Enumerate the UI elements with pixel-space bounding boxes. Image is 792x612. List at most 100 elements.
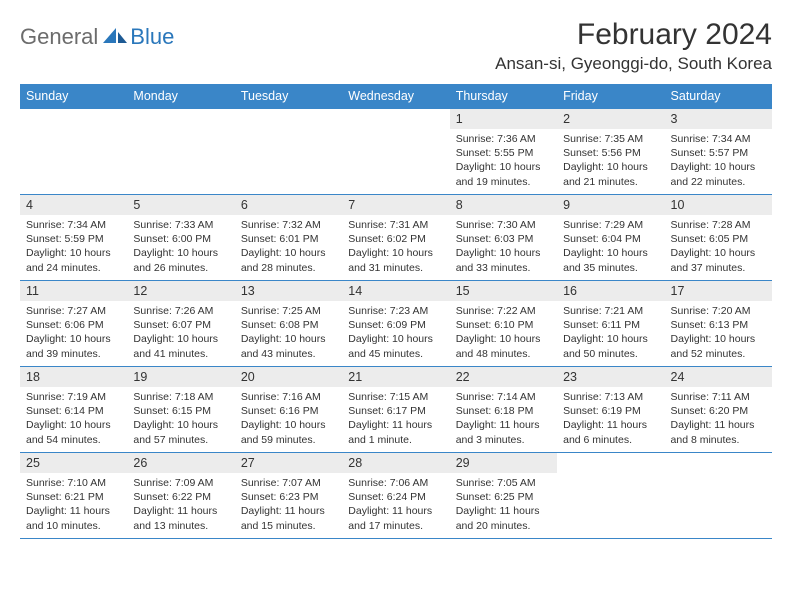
calendar-day-cell bbox=[127, 109, 234, 195]
day-number: 26 bbox=[127, 453, 234, 473]
day-detail-line: Sunset: 6:05 PM bbox=[671, 232, 766, 246]
day-detail-line: Sunset: 5:55 PM bbox=[456, 146, 551, 160]
day-detail-line: Sunrise: 7:10 AM bbox=[26, 476, 121, 490]
day-details bbox=[557, 473, 664, 480]
day-number bbox=[235, 109, 342, 129]
logo-text-general: General bbox=[20, 24, 98, 50]
day-number: 8 bbox=[450, 195, 557, 215]
day-detail-line: Sunrise: 7:19 AM bbox=[26, 390, 121, 404]
day-number bbox=[127, 109, 234, 129]
weekday-header: Monday bbox=[127, 84, 234, 109]
day-detail-line: Sunrise: 7:28 AM bbox=[671, 218, 766, 232]
day-detail-line: Sunrise: 7:21 AM bbox=[563, 304, 658, 318]
location-text: Ansan-si, Gyeonggi-do, South Korea bbox=[495, 54, 772, 74]
day-number: 17 bbox=[665, 281, 772, 301]
calendar-day-cell bbox=[557, 453, 664, 539]
day-detail-line: Sunset: 6:09 PM bbox=[348, 318, 443, 332]
day-detail-line: Sunset: 6:02 PM bbox=[348, 232, 443, 246]
day-detail-line: Daylight: 10 hours and 22 minutes. bbox=[671, 160, 766, 188]
day-number: 18 bbox=[20, 367, 127, 387]
day-details: Sunrise: 7:16 AMSunset: 6:16 PMDaylight:… bbox=[235, 387, 342, 451]
day-number: 21 bbox=[342, 367, 449, 387]
calendar-day-cell: 7Sunrise: 7:31 AMSunset: 6:02 PMDaylight… bbox=[342, 195, 449, 281]
calendar-day-cell: 6Sunrise: 7:32 AMSunset: 6:01 PMDaylight… bbox=[235, 195, 342, 281]
day-number: 19 bbox=[127, 367, 234, 387]
weekday-header: Tuesday bbox=[235, 84, 342, 109]
day-detail-line: Sunset: 6:14 PM bbox=[26, 404, 121, 418]
day-detail-line: Daylight: 10 hours and 41 minutes. bbox=[133, 332, 228, 360]
day-details bbox=[20, 129, 127, 136]
day-number: 16 bbox=[557, 281, 664, 301]
day-number: 11 bbox=[20, 281, 127, 301]
calendar-day-cell: 4Sunrise: 7:34 AMSunset: 5:59 PMDaylight… bbox=[20, 195, 127, 281]
day-details bbox=[665, 473, 772, 480]
day-detail-line: Daylight: 10 hours and 35 minutes. bbox=[563, 246, 658, 274]
day-detail-line: Sunset: 6:21 PM bbox=[26, 490, 121, 504]
day-detail-line: Daylight: 10 hours and 33 minutes. bbox=[456, 246, 551, 274]
day-detail-line: Daylight: 11 hours and 6 minutes. bbox=[563, 418, 658, 446]
calendar-day-cell: 8Sunrise: 7:30 AMSunset: 6:03 PMDaylight… bbox=[450, 195, 557, 281]
calendar-day-cell: 21Sunrise: 7:15 AMSunset: 6:17 PMDayligh… bbox=[342, 367, 449, 453]
day-details: Sunrise: 7:25 AMSunset: 6:08 PMDaylight:… bbox=[235, 301, 342, 365]
day-details: Sunrise: 7:30 AMSunset: 6:03 PMDaylight:… bbox=[450, 215, 557, 279]
day-detail-line: Daylight: 10 hours and 28 minutes. bbox=[241, 246, 336, 274]
day-detail-line: Sunrise: 7:34 AM bbox=[671, 132, 766, 146]
day-details: Sunrise: 7:06 AMSunset: 6:24 PMDaylight:… bbox=[342, 473, 449, 537]
day-detail-line: Sunrise: 7:33 AM bbox=[133, 218, 228, 232]
day-details: Sunrise: 7:22 AMSunset: 6:10 PMDaylight:… bbox=[450, 301, 557, 365]
day-details: Sunrise: 7:27 AMSunset: 6:06 PMDaylight:… bbox=[20, 301, 127, 365]
calendar-day-cell: 5Sunrise: 7:33 AMSunset: 6:00 PMDaylight… bbox=[127, 195, 234, 281]
header: General Blue February 2024 Ansan-si, Gye… bbox=[20, 18, 772, 74]
day-detail-line: Daylight: 10 hours and 37 minutes. bbox=[671, 246, 766, 274]
day-number: 6 bbox=[235, 195, 342, 215]
day-details: Sunrise: 7:05 AMSunset: 6:25 PMDaylight:… bbox=[450, 473, 557, 537]
day-detail-line: Sunset: 6:18 PM bbox=[456, 404, 551, 418]
day-detail-line: Sunrise: 7:07 AM bbox=[241, 476, 336, 490]
calendar-day-cell bbox=[235, 109, 342, 195]
day-detail-line: Sunset: 6:04 PM bbox=[563, 232, 658, 246]
day-number bbox=[665, 453, 772, 473]
day-detail-line: Sunrise: 7:35 AM bbox=[563, 132, 658, 146]
day-detail-line: Sunrise: 7:11 AM bbox=[671, 390, 766, 404]
weekday-header: Thursday bbox=[450, 84, 557, 109]
day-number: 24 bbox=[665, 367, 772, 387]
day-detail-line: Sunset: 6:13 PM bbox=[671, 318, 766, 332]
day-details: Sunrise: 7:09 AMSunset: 6:22 PMDaylight:… bbox=[127, 473, 234, 537]
day-detail-line: Daylight: 10 hours and 24 minutes. bbox=[26, 246, 121, 274]
day-detail-line: Sunset: 6:19 PM bbox=[563, 404, 658, 418]
day-details: Sunrise: 7:11 AMSunset: 6:20 PMDaylight:… bbox=[665, 387, 772, 451]
day-detail-line: Sunset: 6:03 PM bbox=[456, 232, 551, 246]
day-details: Sunrise: 7:20 AMSunset: 6:13 PMDaylight:… bbox=[665, 301, 772, 365]
day-detail-line: Sunrise: 7:18 AM bbox=[133, 390, 228, 404]
day-detail-line: Sunrise: 7:09 AM bbox=[133, 476, 228, 490]
calendar-day-cell: 17Sunrise: 7:20 AMSunset: 6:13 PMDayligh… bbox=[665, 281, 772, 367]
day-details: Sunrise: 7:35 AMSunset: 5:56 PMDaylight:… bbox=[557, 129, 664, 193]
day-details: Sunrise: 7:36 AMSunset: 5:55 PMDaylight:… bbox=[450, 129, 557, 193]
day-details: Sunrise: 7:07 AMSunset: 6:23 PMDaylight:… bbox=[235, 473, 342, 537]
day-detail-line: Sunset: 6:17 PM bbox=[348, 404, 443, 418]
day-detail-line: Daylight: 10 hours and 21 minutes. bbox=[563, 160, 658, 188]
calendar-table: Sunday Monday Tuesday Wednesday Thursday… bbox=[20, 84, 772, 539]
day-detail-line: Daylight: 11 hours and 13 minutes. bbox=[133, 504, 228, 532]
day-details: Sunrise: 7:21 AMSunset: 6:11 PMDaylight:… bbox=[557, 301, 664, 365]
day-details: Sunrise: 7:31 AMSunset: 6:02 PMDaylight:… bbox=[342, 215, 449, 279]
day-detail-line: Daylight: 11 hours and 8 minutes. bbox=[671, 418, 766, 446]
calendar-week-row: 1Sunrise: 7:36 AMSunset: 5:55 PMDaylight… bbox=[20, 109, 772, 195]
day-detail-line: Daylight: 10 hours and 50 minutes. bbox=[563, 332, 658, 360]
title-block: February 2024 Ansan-si, Gyeonggi-do, Sou… bbox=[495, 18, 772, 74]
day-detail-line: Daylight: 11 hours and 10 minutes. bbox=[26, 504, 121, 532]
day-detail-line: Sunset: 5:56 PM bbox=[563, 146, 658, 160]
day-detail-line: Daylight: 11 hours and 3 minutes. bbox=[456, 418, 551, 446]
day-detail-line: Sunset: 6:25 PM bbox=[456, 490, 551, 504]
day-detail-line: Daylight: 11 hours and 1 minute. bbox=[348, 418, 443, 446]
logo: General Blue bbox=[20, 24, 174, 50]
day-detail-line: Sunrise: 7:32 AM bbox=[241, 218, 336, 232]
calendar-week-row: 11Sunrise: 7:27 AMSunset: 6:06 PMDayligh… bbox=[20, 281, 772, 367]
day-details bbox=[127, 129, 234, 136]
day-details bbox=[235, 129, 342, 136]
calendar-day-cell: 9Sunrise: 7:29 AMSunset: 6:04 PMDaylight… bbox=[557, 195, 664, 281]
day-detail-line: Daylight: 10 hours and 26 minutes. bbox=[133, 246, 228, 274]
day-number: 1 bbox=[450, 109, 557, 129]
day-details: Sunrise: 7:18 AMSunset: 6:15 PMDaylight:… bbox=[127, 387, 234, 451]
day-number: 29 bbox=[450, 453, 557, 473]
